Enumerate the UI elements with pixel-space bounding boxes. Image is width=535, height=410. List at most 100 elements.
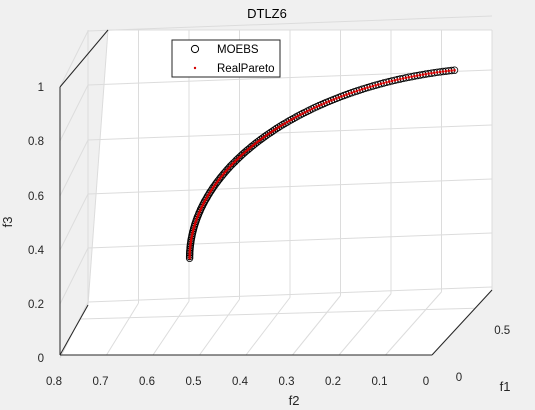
realpareto-point: [366, 86, 369, 89]
realpareto-point: [322, 102, 326, 105]
moebs-point: [251, 139, 259, 148]
realpareto-point: [320, 103, 323, 106]
f3-tick-label: 0: [38, 353, 44, 365]
moebs-point: [283, 118, 291, 126]
realpareto-point: [271, 129, 274, 133]
realpareto-point: [277, 125, 280, 129]
realpareto-point: [399, 77, 402, 81]
moebs-point: [281, 119, 289, 128]
realpareto-point: [430, 71, 433, 75]
realpareto-point: [387, 80, 391, 83]
f2-tick-label: 0.6: [139, 376, 155, 388]
z-axis-label: f3: [0, 217, 15, 228]
realpareto-point: [299, 113, 302, 116]
moebs-point: [257, 135, 265, 144]
f2-tick-label: 0.1: [372, 376, 388, 388]
realpareto-point: [263, 135, 266, 138]
moebs-point: [262, 131, 271, 139]
grid-line-f3-back: [87, 286, 493, 303]
axes-frame: [59, 29, 493, 356]
realpareto-point: [306, 109, 309, 113]
realpareto-point: [269, 131, 272, 134]
moebs-point: [290, 114, 298, 123]
legend: MOEBS RealPareto: [171, 39, 281, 78]
realpareto-point: [350, 91, 354, 94]
moebs-point: [292, 113, 300, 121]
f3-tick-label: 1: [38, 82, 44, 94]
realpareto-point: [325, 101, 328, 104]
f2-tick-label: 0.3: [279, 376, 295, 388]
f3-tick-label: 0.8: [28, 136, 44, 148]
realpareto-point: [371, 84, 375, 88]
realpareto-point: [447, 69, 451, 73]
realpareto-point: [281, 123, 285, 126]
grid-line-f3: [59, 247, 89, 305]
realpareto-point: [404, 76, 408, 80]
realpareto-point: [238, 155, 241, 159]
realpareto-point: [255, 141, 259, 144]
moebs-point: [285, 117, 293, 125]
realpareto-point: [401, 77, 405, 80]
series-realpareto: [188, 68, 456, 260]
realpareto-point: [252, 143, 255, 147]
grid-line-f2: [106, 302, 139, 356]
realpareto-point: [310, 107, 314, 111]
realpareto-point: [363, 87, 367, 90]
moebs-point: [255, 137, 263, 145]
realpareto-point: [396, 78, 399, 81]
legend-marker-moebs: [190, 44, 200, 54]
f3-tick-label: 0.4: [28, 245, 45, 257]
grid-line-f3-back: [87, 178, 493, 195]
realpareto-point: [340, 95, 343, 98]
realpareto-point: [261, 136, 264, 140]
grid-line-f2: [292, 295, 341, 356]
y-axis-label: f2: [289, 393, 300, 408]
realpareto-point: [303, 111, 307, 114]
grid-line-f2: [152, 300, 190, 356]
x-axis-label: f1: [500, 379, 511, 394]
f1-axis-line: [431, 289, 493, 356]
moebs-point: [274, 123, 283, 131]
grid-line-f2: [245, 297, 291, 356]
realpareto-point: [393, 79, 397, 82]
realpareto-point: [382, 81, 386, 85]
moebs-point: [272, 124, 281, 133]
legend-box: [171, 39, 281, 78]
f1-tick-label: 0: [456, 372, 462, 384]
realpareto-point: [358, 88, 361, 92]
realpareto-point: [435, 71, 439, 74]
realpareto-point: [368, 85, 372, 89]
grid-line-f2: [385, 291, 442, 356]
back-edge: [87, 29, 109, 306]
realpareto-point: [267, 132, 270, 136]
f2-tick-label: 0: [423, 376, 429, 388]
f3-tick-label: 0.6: [28, 191, 44, 203]
realpareto-point: [294, 115, 298, 119]
realpareto-point: [355, 89, 359, 93]
grid-line-f1: [80, 307, 476, 320]
realpareto-point: [379, 82, 383, 85]
grid-line-f3: [59, 139, 89, 197]
realpareto-point: [441, 70, 445, 73]
moebs-point: [277, 122, 285, 130]
axes-background: [60, 30, 492, 355]
realpareto-point: [377, 83, 380, 86]
moebs-point: [258, 134, 267, 142]
grid-line-f3: [59, 30, 89, 88]
realpareto-point: [332, 98, 336, 101]
f2-tick-label: 0.8: [46, 376, 62, 388]
f3-tick-label: 0.2: [28, 299, 44, 311]
realpareto-point: [335, 97, 338, 100]
moebs-point: [260, 132, 269, 141]
realpareto-point: [290, 118, 293, 121]
realpareto-point: [292, 117, 296, 120]
top-left-edge: [59, 29, 109, 88]
realpareto-point: [390, 79, 394, 83]
tick-labels: 0.8 0.7 0.6 0.5 0.4 0.3 0.2 0.1 0 0 0.5 0 0.2 0.4 0.6 0…: [28, 82, 510, 388]
realpareto-point: [273, 128, 276, 132]
realpareto-point: [424, 72, 428, 76]
realpareto-point: [433, 71, 436, 74]
moebs-point: [253, 138, 261, 146]
realpareto-point: [421, 73, 425, 76]
